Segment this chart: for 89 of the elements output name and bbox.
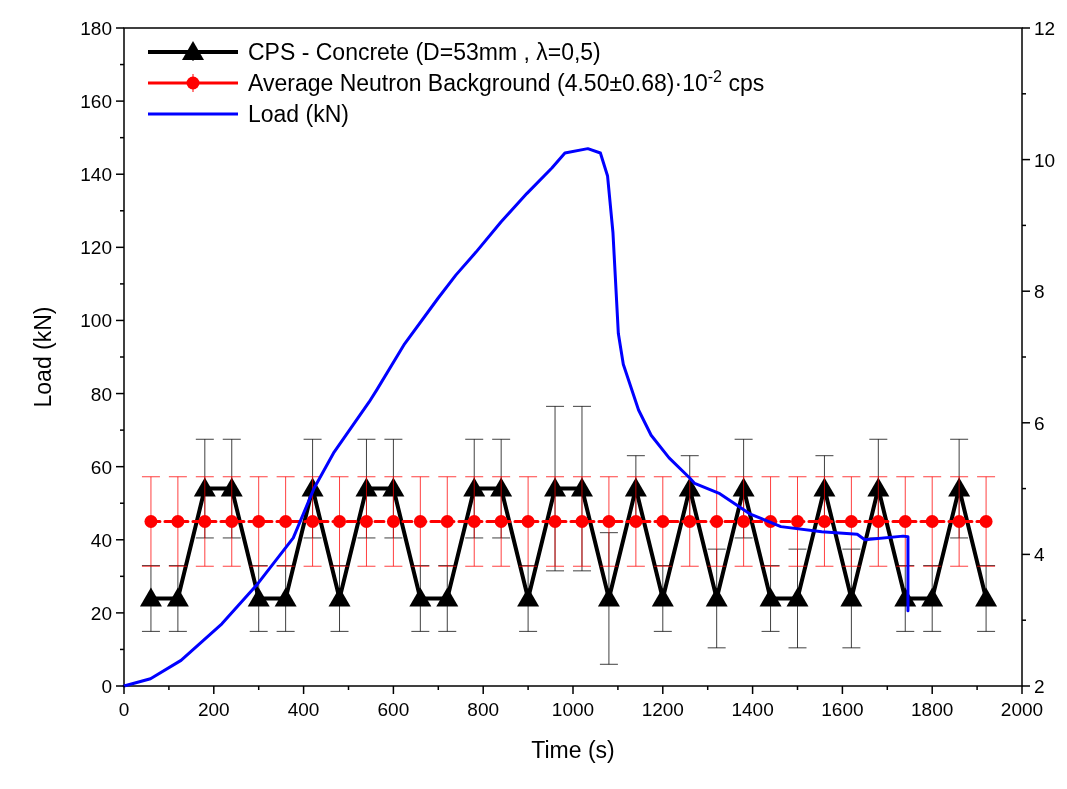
x-tick-label: 800 (467, 699, 500, 720)
point (683, 515, 697, 528)
x-tick-label: 1400 (731, 699, 774, 720)
point (355, 477, 378, 497)
x-tick-label: 2000 (1000, 699, 1044, 720)
point (521, 515, 535, 528)
point (710, 515, 724, 528)
x-tick-label: 0 (118, 699, 130, 720)
point (737, 515, 751, 528)
y-tick-label: 40 (90, 529, 112, 551)
point (279, 515, 293, 528)
point (440, 515, 454, 528)
point (413, 515, 427, 528)
point (975, 587, 998, 607)
y-tick-label: 20 (90, 602, 112, 624)
point (786, 587, 809, 607)
x-tick-label: 1600 (821, 699, 864, 720)
y2-tick-label: 2 (1034, 676, 1045, 697)
point (952, 515, 966, 528)
y2-tick-label: 6 (1034, 412, 1045, 434)
point (386, 515, 400, 528)
y2-tick-label: 8 (1034, 281, 1045, 303)
point (597, 587, 620, 607)
point (844, 515, 858, 528)
y-tick-label: 100 (80, 310, 112, 332)
point (705, 587, 728, 607)
point (656, 515, 670, 528)
point (867, 477, 890, 497)
point (144, 515, 158, 528)
x-tick-label: 400 (287, 699, 320, 720)
point (252, 515, 266, 528)
point (463, 477, 486, 497)
point (494, 515, 508, 528)
point (328, 587, 351, 607)
point (921, 587, 944, 607)
point (166, 587, 189, 607)
point (548, 515, 562, 528)
point (306, 515, 320, 528)
point (193, 477, 216, 497)
y-tick-label: 60 (90, 456, 112, 478)
legend-label: Average Neutron Background (4.50±0.68)·10$^{-2}$ cps (248, 67, 765, 96)
point (871, 515, 885, 528)
point (898, 515, 912, 528)
point (409, 587, 432, 607)
legend-label: Load (kN) (248, 101, 349, 127)
point (840, 587, 863, 607)
y-tick-label: 80 (90, 383, 112, 405)
point (817, 515, 831, 528)
point (575, 515, 589, 528)
line-series (122, 147, 910, 688)
y-tick-label: 180 (80, 18, 112, 39)
point (247, 587, 270, 607)
point (813, 477, 836, 497)
point (602, 515, 616, 528)
point (925, 515, 939, 528)
y-tick-label: 0 (101, 676, 112, 697)
x-tick-label: 1800 (911, 699, 954, 720)
point (333, 515, 347, 528)
point (979, 515, 993, 528)
y-tick-label: 140 (80, 164, 112, 186)
point (359, 515, 373, 528)
x-tick-label: 1200 (641, 699, 684, 720)
legend-label: CPS - Concrete (D=53mm , λ=0,5) (248, 39, 601, 65)
point (171, 515, 185, 528)
point (732, 477, 755, 497)
y-tick-label: 120 (80, 237, 112, 259)
point (759, 587, 782, 607)
point (225, 515, 239, 528)
point (198, 515, 212, 528)
point (651, 587, 674, 607)
point (436, 587, 459, 607)
point (274, 587, 297, 607)
point (490, 477, 513, 497)
x-tick-label: 1000 (551, 699, 595, 720)
point (382, 477, 405, 497)
point (139, 587, 162, 607)
y2-tick-label: 12 (1034, 18, 1056, 39)
point (220, 477, 243, 497)
y2-tick-label: 4 (1034, 544, 1045, 566)
point (467, 515, 481, 528)
x-tick-label: 600 (377, 699, 410, 720)
y-tick-label: 160 (80, 91, 112, 113)
point (791, 515, 804, 528)
x-axis-title: Time (s) (531, 737, 615, 763)
y2-tick-label: 10 (1034, 149, 1056, 171)
point (629, 515, 643, 528)
x-tick-label: 200 (197, 699, 230, 720)
y-axis-title: Load (kN) (30, 306, 56, 408)
point (517, 587, 540, 607)
